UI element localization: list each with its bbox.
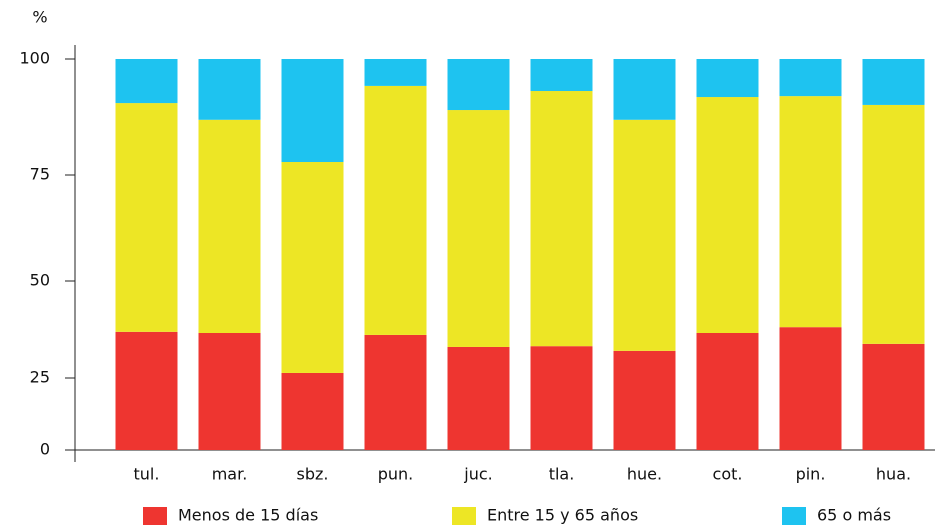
bar-segment xyxy=(115,59,178,104)
bar-segment xyxy=(364,59,427,86)
bar-segment xyxy=(779,327,842,450)
legend-swatch xyxy=(452,507,476,525)
legend-label: 65 o más xyxy=(817,506,891,525)
bar-segment xyxy=(198,119,261,333)
bar-segment xyxy=(281,162,344,373)
legend-label: Entre 15 y 65 años xyxy=(487,506,638,525)
x-tick-label: tla. xyxy=(549,465,575,484)
bar-segment xyxy=(281,372,344,450)
bar-segment xyxy=(364,334,427,450)
x-tick-label: cot. xyxy=(713,465,743,484)
x-tick-label: hue. xyxy=(627,465,662,484)
y-tick-label: 0 xyxy=(40,440,50,459)
bar-segment xyxy=(862,59,925,105)
legend-label: Menos de 15 días xyxy=(178,506,318,525)
bar-segment xyxy=(447,346,510,450)
bar-segment xyxy=(530,59,593,92)
bar-segment xyxy=(115,103,178,332)
bar-segment xyxy=(115,331,178,450)
legend-swatch xyxy=(782,507,806,525)
bar-segment xyxy=(530,91,593,347)
x-tick-label: hua. xyxy=(876,465,911,484)
bar-segment xyxy=(447,59,510,111)
bar-segment xyxy=(862,104,925,344)
bar-segment xyxy=(696,59,759,98)
bar-segment xyxy=(613,119,676,351)
bar-segment xyxy=(281,59,344,163)
bar-segment xyxy=(696,97,759,333)
y-tick-label: 100 xyxy=(19,49,50,68)
bar-segment xyxy=(613,59,676,120)
y-tick-label: 75 xyxy=(30,165,50,184)
bar-segment xyxy=(530,346,593,450)
y-axis-label: % xyxy=(32,8,47,27)
bar-segment xyxy=(364,85,427,335)
x-tick-label: mar. xyxy=(212,465,248,484)
y-tick-label: 50 xyxy=(30,271,50,290)
x-tick-label: juc. xyxy=(463,465,492,484)
bar-segment xyxy=(779,96,842,328)
bar-segment xyxy=(779,59,842,97)
bar-segment xyxy=(696,332,759,450)
x-tick-label: pin. xyxy=(796,465,826,484)
y-tick-label: 25 xyxy=(30,368,50,387)
legend-swatch xyxy=(143,507,167,525)
x-tick-label: sbz. xyxy=(297,465,329,484)
bar-segment xyxy=(613,350,676,450)
x-tick-label: tul. xyxy=(134,465,160,484)
bar-segment xyxy=(447,110,510,347)
bar-segment xyxy=(198,332,261,450)
bar-segment xyxy=(198,59,261,120)
x-tick-label: pun. xyxy=(378,465,414,484)
bar-segment xyxy=(862,343,925,450)
